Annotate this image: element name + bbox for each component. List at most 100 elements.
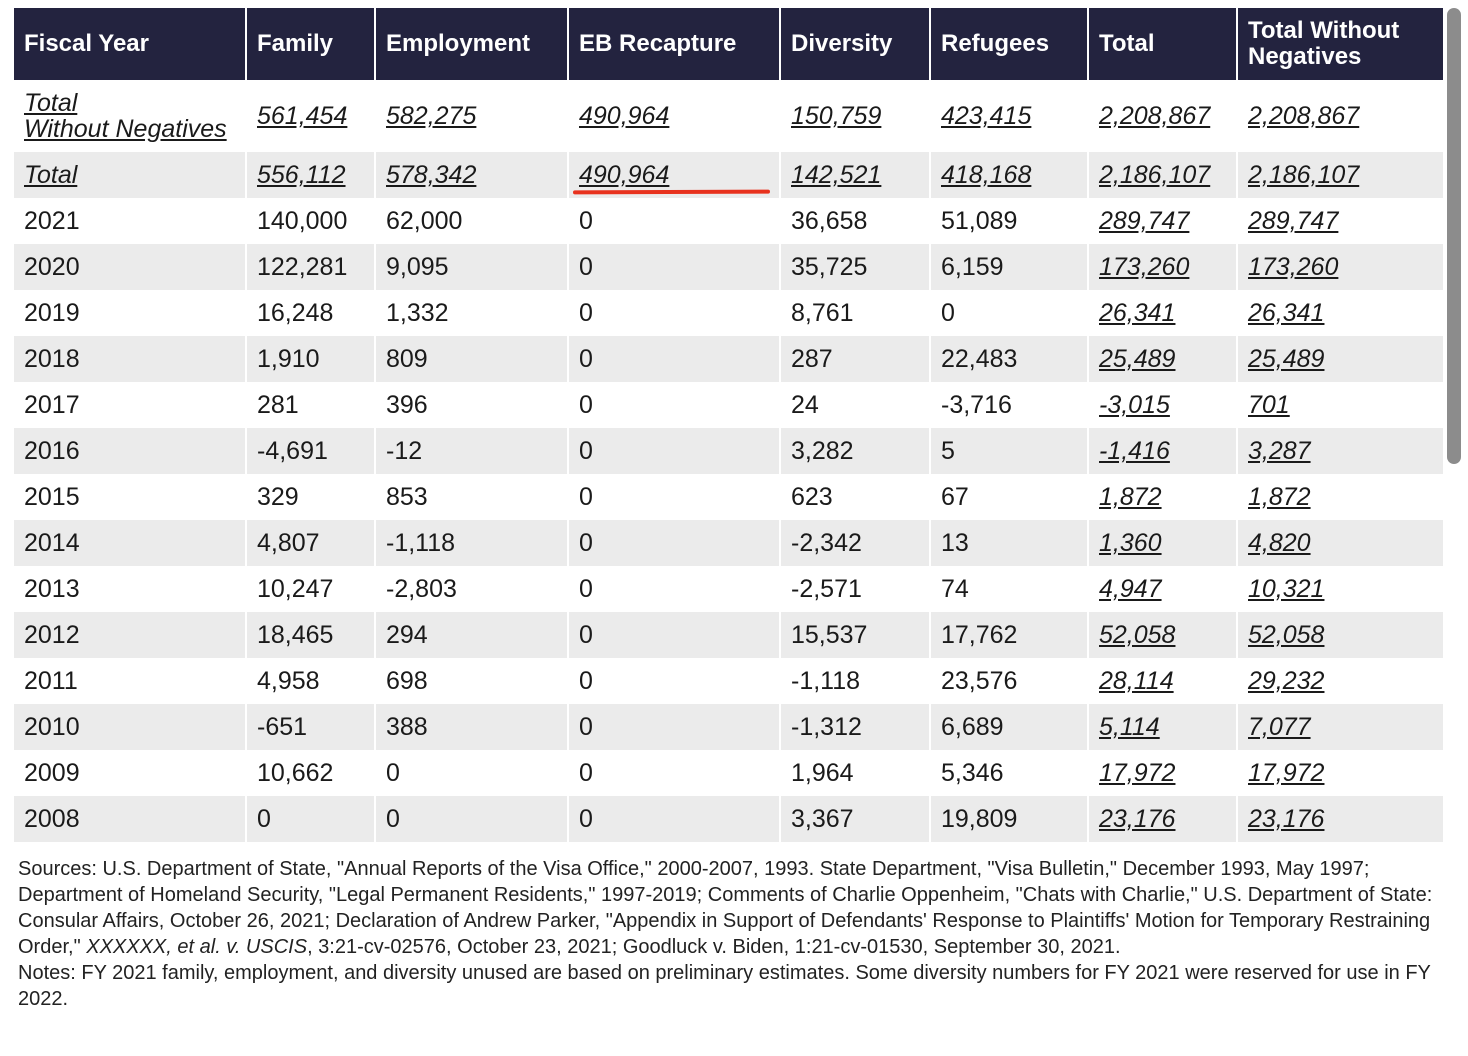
cell-link[interactable]: 2,186,107: [1099, 161, 1211, 189]
cell-link[interactable]: 25,489: [1099, 345, 1176, 373]
cell-link[interactable]: -3,015: [1099, 391, 1170, 419]
cell-value: 24: [791, 391, 819, 419]
cell-value: 0: [579, 391, 593, 419]
cell-value: -12: [386, 437, 423, 465]
cell-link[interactable]: 2,208,867: [1248, 102, 1360, 130]
cell-value: 0: [579, 621, 593, 649]
cell-link[interactable]: 1,872: [1099, 483, 1162, 511]
cell-fiscal-year: 2019: [14, 290, 247, 336]
header-row: Fiscal Year Family Employment EB Recaptu…: [14, 8, 1444, 80]
cell-family: 140,000: [246, 198, 376, 244]
cell-value: 3,282: [791, 437, 854, 465]
cell-total: 4,947: [1088, 566, 1238, 612]
cell-value: -651: [257, 713, 308, 741]
cell-link[interactable]: 23,176: [1248, 805, 1325, 833]
cell-link[interactable]: 52,058: [1099, 621, 1176, 649]
cell-link[interactable]: 701: [1248, 391, 1290, 419]
cell-eb-recapture: 0: [568, 796, 781, 842]
cell-refugees: 418,168: [930, 152, 1089, 198]
cell-link[interactable]: Total: [24, 161, 78, 189]
cell-link[interactable]: 150,759: [791, 102, 882, 130]
cell-refugees: 5,346: [930, 750, 1089, 796]
table-viewport[interactable]: Fiscal Year Family Employment EB Recaptu…: [14, 8, 1444, 842]
cell-family: 0: [246, 796, 376, 842]
cell-link[interactable]: 2,186,107: [1248, 161, 1360, 189]
cell-link[interactable]: 10,321: [1248, 575, 1325, 603]
cell-diversity: 36,658: [780, 198, 931, 244]
cell-link[interactable]: 418,168: [941, 161, 1032, 189]
cell-link[interactable]: 561,454: [257, 102, 348, 130]
table-row: 2008 0 0 0 3,367 19,809 23,176 23,176: [14, 796, 1444, 842]
cell-link[interactable]: 4,820: [1248, 529, 1311, 557]
cell-refugees: 19,809: [930, 796, 1089, 842]
cell-fiscal-year: 2014: [14, 520, 247, 566]
cell-link[interactable]: -1,416: [1099, 437, 1170, 465]
cell-value: 17,762: [941, 621, 1018, 649]
cell-link[interactable]: 2,208,867: [1099, 102, 1211, 130]
cell-link[interactable]: 173,260: [1099, 253, 1190, 281]
cell-fiscal-year: 2015: [14, 474, 247, 520]
cell-link[interactable]: 556,112: [257, 161, 346, 189]
cell-employment: 1,332: [375, 290, 569, 336]
cell-link[interactable]: 289,747: [1248, 207, 1339, 235]
cell-value: 51,089: [941, 207, 1018, 235]
cell-total-without-negatives: 2,208,867: [1237, 80, 1444, 152]
cell-link[interactable]: 142,521: [791, 161, 882, 189]
table-row: 2017 281 396 0 24 -3,716 -3,015 701: [14, 382, 1444, 428]
cell-link[interactable]: 490,964: [579, 161, 670, 189]
table-row: 2021 140,000 62,000 0 36,658 51,089 289,747 289…: [14, 198, 1444, 244]
cell-link[interactable]: 1,872: [1248, 483, 1311, 511]
cell-link[interactable]: 26,341: [1099, 299, 1176, 327]
cell-link[interactable]: 23,176: [1099, 805, 1176, 833]
cell-value: 0: [579, 713, 593, 741]
cell-total-without-negatives: 7,077: [1237, 704, 1444, 750]
cell-value: -3,716: [941, 391, 1012, 419]
cell-employment: -12: [375, 428, 569, 474]
cell-link[interactable]: 5,114: [1099, 713, 1160, 741]
red-underline-annotation: [572, 189, 771, 195]
cell-value: 18,465: [257, 621, 334, 649]
cell-link[interactable]: 582,275: [386, 102, 477, 130]
cell-fiscal-year: 2013: [14, 566, 247, 612]
cell-diversity: 150,759: [780, 80, 931, 152]
column-header-fiscal-year: Fiscal Year: [14, 8, 247, 80]
cell-link[interactable]: 26,341: [1248, 299, 1325, 327]
cell-link[interactable]: 52,058: [1248, 621, 1325, 649]
cell-diversity: -2,571: [780, 566, 931, 612]
cell-value: 2008: [24, 805, 80, 833]
cell-link[interactable]: 29,232: [1248, 667, 1325, 695]
cell-diversity: 287: [780, 336, 931, 382]
cell-link[interactable]: 3,287: [1248, 437, 1311, 465]
cell-link[interactable]: 17,972: [1248, 759, 1325, 787]
cell-eb-recapture: 0: [568, 566, 781, 612]
cell-link[interactable]: 1,360: [1099, 529, 1162, 557]
cell-link[interactable]: 423,415: [941, 102, 1032, 130]
cell-link[interactable]: 490,964: [579, 102, 670, 130]
cell-link[interactable]: 28,114: [1099, 667, 1174, 695]
cell-diversity: 142,521: [780, 152, 931, 198]
cell-value: 10,662: [257, 759, 334, 787]
cell-link[interactable]: 289,747: [1099, 207, 1190, 235]
cell-link[interactable]: Total Without Negatives: [24, 89, 227, 143]
cell-employment: 0: [375, 750, 569, 796]
cell-link[interactable]: 17,972: [1099, 759, 1176, 787]
cell-value: -2,571: [791, 575, 862, 603]
cell-value: 8,761: [791, 299, 854, 327]
cell-value: 6,159: [941, 253, 1004, 281]
table-row: 2013 10,247 -2,803 0 -2,571 74 4,947 10,321: [14, 566, 1444, 612]
cell-link[interactable]: 578,342: [386, 161, 477, 189]
cell-value: 2009: [24, 759, 80, 787]
cell-value: 0: [579, 437, 593, 465]
cell-link[interactable]: 4,947: [1099, 575, 1162, 603]
cell-family: -4,691: [246, 428, 376, 474]
cell-fiscal-year: 2010: [14, 704, 247, 750]
cell-value: 329: [257, 483, 299, 511]
cell-diversity: -1,312: [780, 704, 931, 750]
cell-link[interactable]: 173,260: [1248, 253, 1339, 281]
cell-value: 0: [579, 759, 593, 787]
cell-link[interactable]: 25,489: [1248, 345, 1325, 373]
cell-value: 10,247: [257, 575, 334, 603]
cell-link[interactable]: 7,077: [1248, 713, 1311, 741]
cell-total: 23,176: [1088, 796, 1238, 842]
vertical-scrollbar[interactable]: [1447, 8, 1461, 464]
